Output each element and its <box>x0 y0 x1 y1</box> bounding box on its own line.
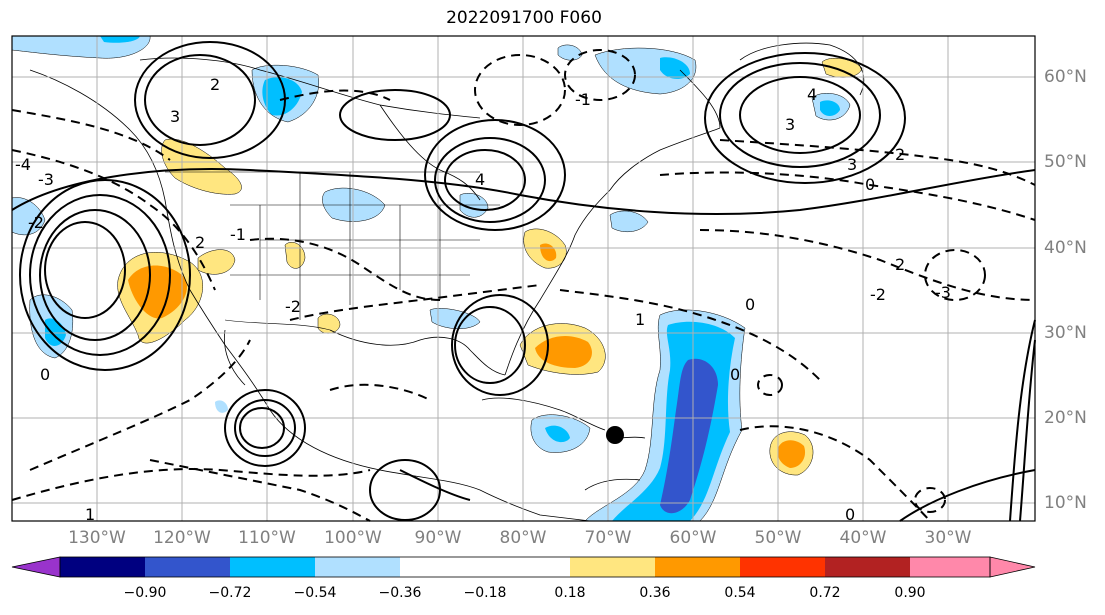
contour-label: -3 <box>38 170 54 189</box>
dashed-contours <box>11 49 1036 522</box>
colorbar <box>11 556 1036 578</box>
colorbar-tick: 0.54 <box>724 585 756 601</box>
colorbar-tick: 0.18 <box>554 585 586 601</box>
contour-label: 0 <box>845 505 855 524</box>
contour-label: 2 <box>895 255 905 274</box>
contour-label: 4 <box>807 85 817 104</box>
colorbar-segment <box>11 556 61 578</box>
colorbar-tick: −0.36 <box>378 585 422 601</box>
lon-label: 70°W <box>584 528 632 548</box>
colorbar-segment <box>570 557 655 577</box>
lat-label: 10°N <box>1044 493 1087 513</box>
contour-label: 2 <box>195 233 205 252</box>
lon-label: 30°W <box>924 528 972 548</box>
gridlines <box>12 36 1035 521</box>
contour-label: -4 <box>15 155 31 174</box>
colorbar-tick: 0.90 <box>894 585 926 601</box>
lon-label: 80°W <box>499 528 547 548</box>
colorbar-segment <box>989 556 1036 578</box>
political-borders <box>165 171 500 331</box>
colorbar-segment <box>825 557 910 577</box>
colorbar-tick: −0.90 <box>123 585 167 601</box>
contour-label: 0 <box>745 295 755 314</box>
lon-label: 60°W <box>669 528 717 548</box>
contour-label: 3 <box>785 115 795 134</box>
contour-label: 0 <box>865 175 875 194</box>
contour-label: 1 <box>85 505 95 524</box>
lat-label: 20°N <box>1044 408 1087 428</box>
solid-contours <box>11 41 1036 522</box>
colorbar-tick: 0.72 <box>809 585 841 601</box>
colorbar-tick: −0.18 <box>463 585 507 601</box>
contour-label: 0 <box>730 365 740 384</box>
lon-label: 90°W <box>414 528 462 548</box>
cyclone-marker <box>606 426 624 444</box>
colorbar-tick: 0.36 <box>639 585 671 601</box>
colorbar-segment <box>315 557 400 577</box>
colorbar-segment <box>740 557 825 577</box>
lon-label: 110°W <box>238 528 296 548</box>
lat-label: 60°N <box>1044 67 1087 87</box>
contour-label: -1 <box>575 90 591 109</box>
coastlines <box>29 42 865 522</box>
map-frame <box>11 35 1036 522</box>
contour-label: -1 <box>230 225 246 244</box>
colorbar-segment <box>145 557 230 577</box>
contour-label: -2 <box>285 297 301 316</box>
colorbar-segment <box>400 557 570 577</box>
contour-label: 4 <box>475 170 485 189</box>
contour-label: -3 <box>935 283 951 302</box>
colorbar-segment <box>655 557 740 577</box>
lon-label: 100°W <box>324 528 382 548</box>
colorbar-tick: −0.54 <box>293 585 337 601</box>
lon-label: 130°W <box>68 528 126 548</box>
contour-label: 2 <box>895 145 905 164</box>
lon-label: 40°W <box>839 528 887 548</box>
contour-label: -2 <box>28 213 44 232</box>
contour-label: 0 <box>40 365 50 384</box>
colorbar-segment <box>230 557 315 577</box>
lon-label: 120°W <box>153 528 211 548</box>
colorbar-segment <box>60 557 145 577</box>
lat-label: 30°N <box>1044 323 1087 343</box>
contour-label: 3 <box>170 107 180 126</box>
colorbar-segment <box>910 557 990 577</box>
map-title: 2022091700 F060 <box>446 8 602 28</box>
contour-label: 1 <box>635 310 645 329</box>
colorbar-tick: −0.72 <box>208 585 252 601</box>
lon-label: 50°W <box>754 528 802 548</box>
contour-labels: 2 3 4 3 2 0 1 -2 -2 -3 4 3 2 1 0 -2 -3 -… <box>15 75 951 524</box>
contour-label: -2 <box>870 285 886 304</box>
contour-label: 3 <box>847 155 857 174</box>
contour-label: 2 <box>210 75 220 94</box>
lat-label: 40°N <box>1044 238 1087 258</box>
lat-label: 50°N <box>1044 152 1087 172</box>
